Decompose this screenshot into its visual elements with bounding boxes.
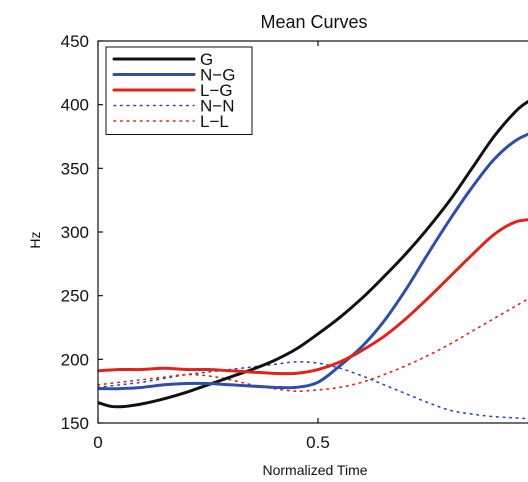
y-tick-label: 450 [61,32,89,51]
y-tick-label: 250 [61,287,89,306]
legend-label-l-g: L−G [200,81,233,100]
plot-lines [98,99,528,420]
x-tick-label: 0 [93,433,102,452]
y-tick-label: 300 [61,223,89,242]
chart-title: Mean Curves [260,12,367,32]
x-axis-label: Normalized Time [262,462,367,478]
legend-label-n-g: N−G [200,66,235,85]
legend: GN−GL−GN−NL−L [105,46,253,135]
series-line-n-g [98,132,528,391]
series-line-l-l [98,297,528,393]
legend-label-l-l: L−L [200,112,229,131]
series-line-n-n [98,361,528,420]
y-tick-label: 150 [61,414,89,433]
y-tick-label: 400 [61,96,89,115]
legend-label-g: G [200,50,213,69]
axis-ticks: 150 200 250 300 350 400 450 0 0.5 [61,32,330,452]
series-line-l-g [98,218,528,376]
y-tick-label: 350 [61,159,89,178]
x-tick-label: 0.5 [306,433,330,452]
legend-label-n-n: N−N [200,97,234,116]
y-axis-label: Hz [27,231,43,248]
y-tick-label: 200 [61,350,89,369]
series-line-g [98,99,528,409]
